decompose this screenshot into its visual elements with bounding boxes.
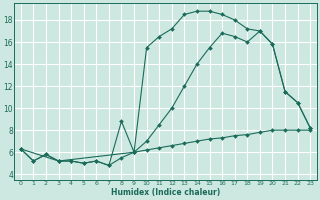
X-axis label: Humidex (Indice chaleur): Humidex (Indice chaleur): [111, 188, 220, 197]
